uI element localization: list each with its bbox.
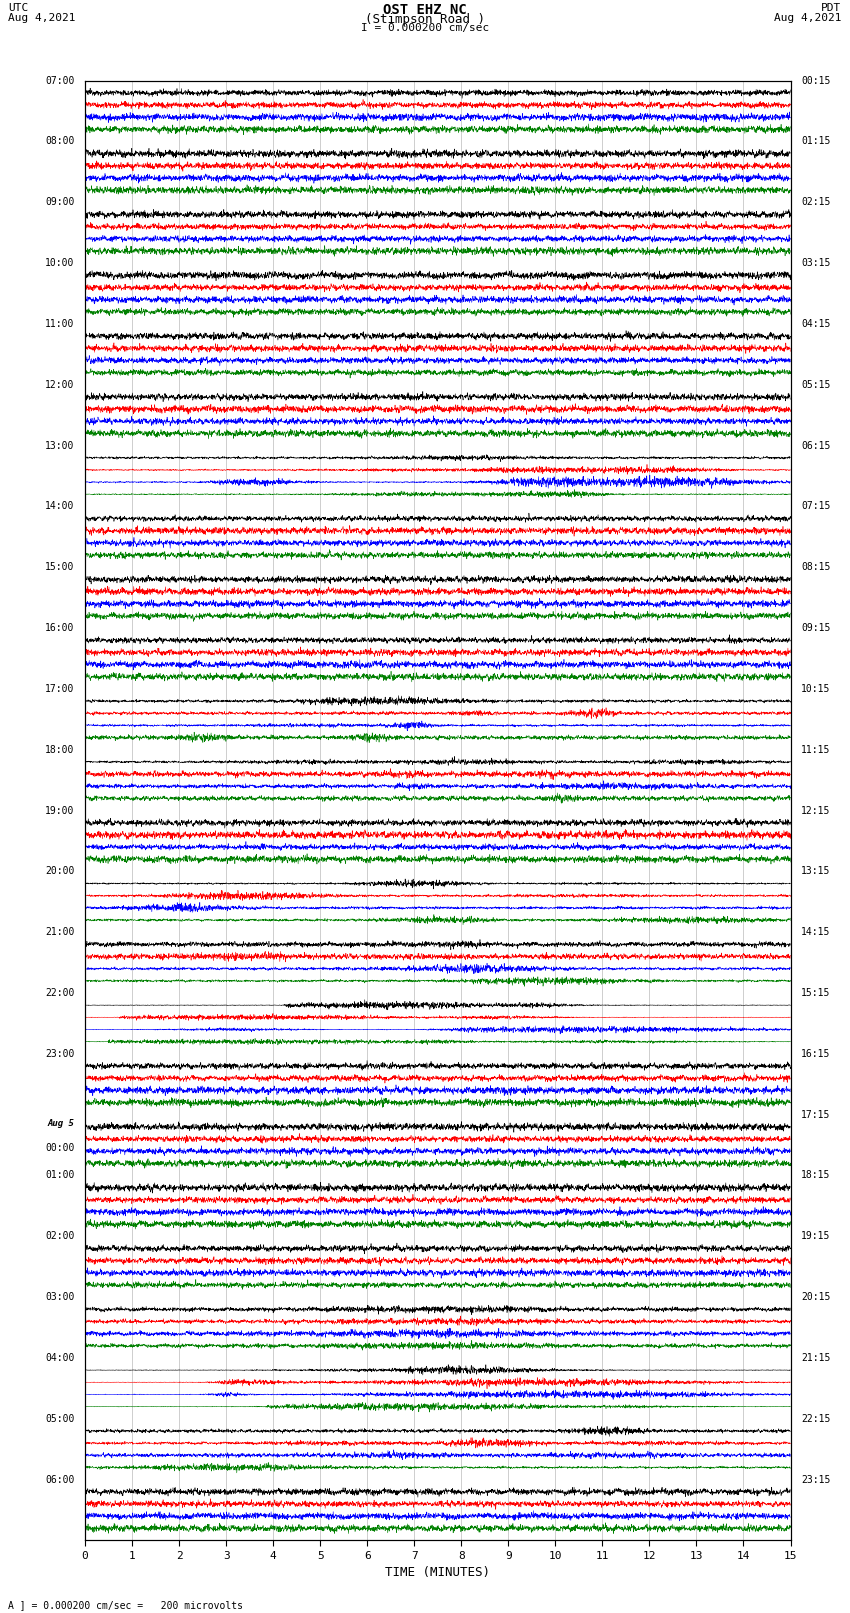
- Text: 21:00: 21:00: [45, 927, 75, 937]
- Text: (Stimpson Road ): (Stimpson Road ): [365, 13, 485, 26]
- Text: 20:15: 20:15: [801, 1292, 830, 1302]
- Text: 15:00: 15:00: [45, 563, 75, 573]
- Text: 09:15: 09:15: [801, 623, 830, 632]
- Text: 06:15: 06:15: [801, 440, 830, 450]
- X-axis label: TIME (MINUTES): TIME (MINUTES): [385, 1566, 490, 1579]
- Text: 12:15: 12:15: [801, 805, 830, 816]
- Text: 12:00: 12:00: [45, 379, 75, 390]
- Text: 08:15: 08:15: [801, 563, 830, 573]
- Text: 05:00: 05:00: [45, 1413, 75, 1424]
- Text: 10:00: 10:00: [45, 258, 75, 268]
- Text: 20:00: 20:00: [45, 866, 75, 876]
- Text: 11:15: 11:15: [801, 745, 830, 755]
- Text: 02:00: 02:00: [45, 1231, 75, 1242]
- Text: UTC: UTC: [8, 3, 29, 13]
- Text: 18:00: 18:00: [45, 745, 75, 755]
- Text: 10:15: 10:15: [801, 684, 830, 694]
- Text: 13:15: 13:15: [801, 866, 830, 876]
- Text: A ] = 0.000200 cm/sec =   200 microvolts: A ] = 0.000200 cm/sec = 200 microvolts: [8, 1600, 243, 1610]
- Text: 22:15: 22:15: [801, 1413, 830, 1424]
- Text: 18:15: 18:15: [801, 1171, 830, 1181]
- Text: 21:15: 21:15: [801, 1353, 830, 1363]
- Text: 02:15: 02:15: [801, 197, 830, 208]
- Text: 16:00: 16:00: [45, 623, 75, 632]
- Text: I = 0.000200 cm/sec: I = 0.000200 cm/sec: [361, 23, 489, 32]
- Text: 00:15: 00:15: [801, 76, 830, 85]
- Text: 23:15: 23:15: [801, 1474, 830, 1484]
- Text: 01:15: 01:15: [801, 137, 830, 147]
- Text: 04:00: 04:00: [45, 1353, 75, 1363]
- Text: 00:00: 00:00: [45, 1144, 75, 1153]
- Text: Aug 5: Aug 5: [48, 1119, 75, 1127]
- Text: 13:00: 13:00: [45, 440, 75, 450]
- Text: 01:00: 01:00: [45, 1171, 75, 1181]
- Text: 14:00: 14:00: [45, 502, 75, 511]
- Text: 14:15: 14:15: [801, 927, 830, 937]
- Text: 11:00: 11:00: [45, 319, 75, 329]
- Text: OST EHZ NC: OST EHZ NC: [383, 3, 467, 18]
- Text: 03:00: 03:00: [45, 1292, 75, 1302]
- Text: 07:00: 07:00: [45, 76, 75, 85]
- Text: 09:00: 09:00: [45, 197, 75, 208]
- Text: 23:00: 23:00: [45, 1048, 75, 1058]
- Text: 03:15: 03:15: [801, 258, 830, 268]
- Text: Aug 4,2021: Aug 4,2021: [774, 13, 842, 23]
- Text: 19:00: 19:00: [45, 805, 75, 816]
- Text: Aug 4,2021: Aug 4,2021: [8, 13, 76, 23]
- Text: 15:15: 15:15: [801, 989, 830, 998]
- Text: 17:00: 17:00: [45, 684, 75, 694]
- Text: 19:15: 19:15: [801, 1231, 830, 1242]
- Text: PDT: PDT: [821, 3, 842, 13]
- Text: 05:15: 05:15: [801, 379, 830, 390]
- Text: 06:00: 06:00: [45, 1474, 75, 1484]
- Text: 22:00: 22:00: [45, 989, 75, 998]
- Text: 07:15: 07:15: [801, 502, 830, 511]
- Text: 04:15: 04:15: [801, 319, 830, 329]
- Text: 16:15: 16:15: [801, 1048, 830, 1058]
- Text: 17:15: 17:15: [801, 1110, 830, 1119]
- Text: 08:00: 08:00: [45, 137, 75, 147]
